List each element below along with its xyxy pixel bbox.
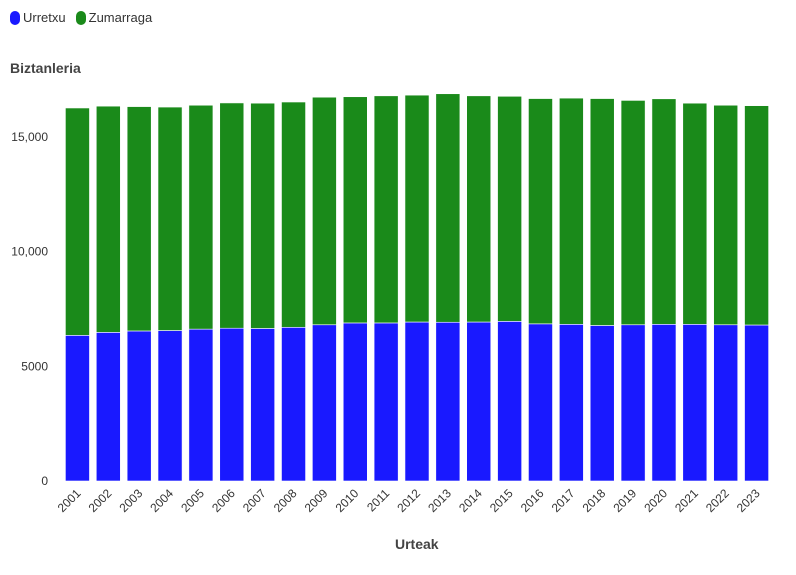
bar-urretxu-2004[interactable] (157, 330, 183, 482)
bar-zumarraga-2014[interactable] (466, 95, 492, 323)
x-tick-label: 2019 (610, 486, 639, 515)
bar-urretxu-2010[interactable] (342, 322, 368, 482)
bar-zumarraga-2007[interactable] (250, 102, 275, 329)
bar-zumarraga-2023[interactable] (744, 105, 769, 326)
x-tick-label: 2005 (178, 486, 207, 515)
y-tick-label: 0 (41, 474, 48, 488)
bar-urretxu-2013[interactable] (435, 321, 461, 482)
x-tick-label: 2007 (240, 486, 269, 515)
bar-urretxu-2017[interactable] (559, 324, 584, 482)
bar-urretxu-2002[interactable] (95, 332, 121, 482)
bar-urretxu-2009[interactable] (312, 324, 337, 482)
bar-zumarraga-2010[interactable] (342, 96, 368, 324)
x-tick-label: 2002 (86, 486, 115, 515)
legend-item-urretxu[interactable]: Urretxu (10, 10, 66, 25)
y-axis-title: Biztanleria (10, 60, 81, 76)
y-tick-label: 5000 (21, 359, 48, 373)
y-tick-label: 15,000 (11, 130, 48, 144)
bar-urretxu-2015[interactable] (497, 321, 522, 482)
x-tick-label: 2016 (518, 486, 547, 515)
bar-urretxu-2005[interactable] (188, 328, 214, 482)
x-tick-label: 2003 (117, 486, 146, 515)
bar-zumarraga-2017[interactable] (559, 97, 584, 325)
bar-urretxu-2012[interactable] (404, 321, 430, 482)
bar-urretxu-2007[interactable] (250, 328, 275, 482)
bar-zumarraga-2005[interactable] (188, 104, 214, 330)
bar-zumarraga-2019[interactable] (620, 100, 646, 326)
bar-urretxu-2016[interactable] (528, 323, 553, 482)
bar-zumarraga-2021[interactable] (682, 102, 708, 325)
bar-zumarraga-2016[interactable] (528, 98, 553, 325)
x-tick-label: 2015 (487, 486, 516, 515)
bar-urretxu-2008[interactable] (281, 326, 306, 482)
bar-zumarraga-2002[interactable] (95, 105, 121, 333)
bar-zumarraga-2003[interactable] (126, 106, 152, 332)
bar-urretxu-2006[interactable] (219, 327, 245, 482)
x-tick-label: 2022 (703, 486, 732, 515)
bar-urretxu-2023[interactable] (744, 324, 769, 482)
legend-label-zumarraga: Zumarraga (88, 10, 153, 25)
bar-zumarraga-2012[interactable] (404, 94, 430, 323)
x-tick-label: 2009 (302, 486, 331, 515)
legend-swatch-zumarraga (75, 10, 86, 25)
bar-zumarraga-2022[interactable] (713, 104, 739, 326)
bar-zumarraga-2001[interactable] (65, 107, 90, 336)
x-tick-label: 2018 (580, 486, 609, 515)
y-tick-label: 10,000 (11, 245, 48, 259)
bar-zumarraga-2006[interactable] (219, 102, 245, 329)
legend-item-zumarraga[interactable]: Zumarraga (75, 10, 153, 25)
bar-urretxu-2020[interactable] (651, 324, 677, 482)
bar-urretxu-2018[interactable] (589, 325, 615, 482)
bar-zumarraga-2004[interactable] (157, 106, 183, 331)
legend-swatch-urretxu (10, 10, 20, 25)
x-tick-label: 2011 (364, 486, 392, 514)
x-tick-label: 2014 (456, 486, 485, 515)
bar-urretxu-2003[interactable] (126, 330, 152, 482)
bar-urretxu-2022[interactable] (713, 324, 739, 482)
bar-zumarraga-2009[interactable] (312, 96, 337, 326)
bar-urretxu-2014[interactable] (466, 321, 492, 482)
x-tick-label: 2010 (333, 486, 362, 515)
bar-urretxu-2021[interactable] (682, 324, 708, 482)
chart-legend: Urretxu Zumarraga (10, 10, 156, 25)
x-axis-title: Urteak (395, 536, 439, 552)
bar-urretxu-2019[interactable] (620, 324, 646, 482)
x-tick-label: 2006 (209, 486, 238, 515)
bar-zumarraga-2020[interactable] (651, 98, 677, 325)
bar-urretxu-2011[interactable] (373, 322, 399, 482)
bar-zumarraga-2018[interactable] (589, 98, 615, 326)
bar-zumarraga-2013[interactable] (435, 93, 461, 323)
bar-zumarraga-2011[interactable] (373, 95, 399, 324)
x-tick-label: 2013 (425, 486, 454, 515)
bar-urretxu-2001[interactable] (65, 335, 90, 482)
x-tick-label: 2001 (55, 486, 84, 515)
x-tick-label: 2020 (641, 486, 670, 515)
x-tick-label: 2017 (549, 486, 578, 515)
x-tick-label: 2012 (394, 486, 423, 515)
bar-zumarraga-2015[interactable] (497, 95, 522, 322)
x-tick-label: 2008 (271, 486, 300, 515)
x-tick-label: 2023 (734, 486, 763, 515)
x-tick-label: 2021 (672, 486, 701, 515)
x-tick-label: 2004 (147, 486, 176, 515)
legend-label-urretxu: Urretxu (23, 10, 66, 25)
bar-zumarraga-2008[interactable] (281, 101, 306, 328)
